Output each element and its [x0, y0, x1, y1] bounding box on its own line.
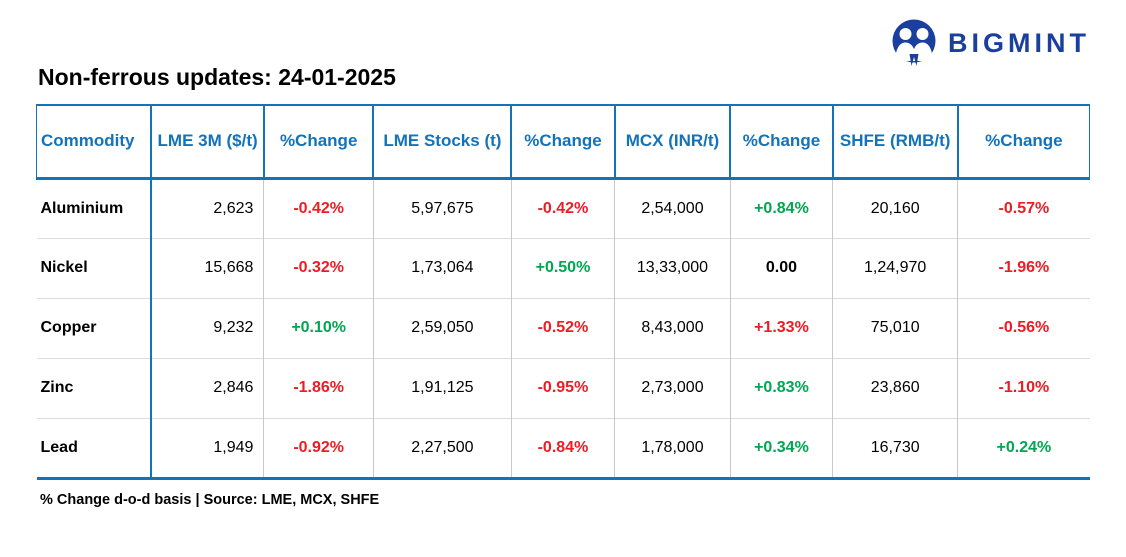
col-header-shfe: SHFE (RMB/t)	[831, 105, 959, 180]
commodity-cell: Lead	[36, 417, 153, 478]
change-cell: +1.33%	[730, 297, 834, 358]
change-cell: +0.50%	[511, 237, 616, 298]
change-cell: -0.84%	[511, 417, 616, 478]
value-cell: 5,97,675	[373, 177, 512, 238]
col-header-shfe-change: %Change	[956, 105, 1090, 180]
change-cell: -1.10%	[957, 357, 1090, 418]
value-cell: 2,623	[151, 177, 265, 238]
table-body: Aluminium 2,623 -0.42% 5,97,675 -0.42% 2,54,0…	[36, 177, 1090, 478]
commodity-cell: Aluminium	[36, 177, 153, 238]
table-row: Nickel 15,668 -0.32% 1,73,064 +0.50% 13,33,00…	[36, 237, 1090, 298]
value-cell: 2,59,050	[373, 297, 512, 358]
footnote: % Change d-o-d basis | Source: LME, MCX,…	[40, 492, 380, 508]
commodity-table-wrapper: Commodity LME 3M ($/t) %Change LME Stock…	[36, 104, 1090, 480]
value-cell: 23,860	[832, 357, 959, 418]
value-cell: 2,54,000	[614, 177, 731, 238]
col-header-lme-3m-change: %Change	[262, 105, 375, 180]
page-title: Non-ferrous updates: 24-01-2025	[38, 64, 396, 90]
value-cell: 75,010	[832, 297, 959, 358]
change-cell: -0.32%	[263, 237, 374, 298]
commodity-cell: Nickel	[36, 237, 153, 298]
change-cell: 0.00	[730, 237, 834, 298]
change-cell: +0.83%	[730, 357, 834, 418]
commodity-table: Commodity LME 3M ($/t) %Change LME Stock…	[36, 104, 1090, 480]
brand-logo: BIGMINT	[890, 18, 1090, 68]
change-cell: -1.96%	[957, 237, 1090, 298]
value-cell: 20,160	[832, 177, 959, 238]
value-cell: 8,43,000	[614, 297, 731, 358]
value-cell: 13,33,000	[614, 237, 731, 298]
table-row: Copper 9,232 +0.10% 2,59,050 -0.52% 8,43,000 +…	[36, 297, 1090, 358]
change-cell: -0.52%	[511, 297, 616, 358]
change-cell: -0.56%	[957, 297, 1090, 358]
value-cell: 1,78,000	[614, 417, 731, 478]
table-header-row: Commodity LME 3M ($/t) %Change LME Stock…	[36, 105, 1090, 180]
change-cell: -0.42%	[511, 177, 616, 238]
value-cell: 1,949	[151, 417, 265, 478]
change-cell: -1.86%	[263, 357, 374, 418]
col-header-mcx-change: %Change	[729, 105, 834, 180]
col-header-lme-3m: LME 3M ($/t)	[150, 105, 265, 180]
value-cell: 2,27,500	[373, 417, 512, 478]
commodity-cell: Zinc	[36, 357, 153, 418]
value-cell: 1,73,064	[373, 237, 512, 298]
value-cell: 15,668	[151, 237, 265, 298]
change-cell: -0.92%	[263, 417, 374, 478]
brand-name: BIGMINT	[948, 27, 1090, 58]
change-cell: +0.84%	[730, 177, 834, 238]
value-cell: 2,73,000	[614, 357, 731, 418]
value-cell: 16,730	[832, 417, 959, 478]
col-header-mcx: MCX (INR/t)	[613, 105, 732, 180]
value-cell: 9,232	[151, 297, 265, 358]
change-cell: +0.10%	[263, 297, 374, 358]
value-cell: 1,24,970	[832, 237, 959, 298]
change-cell: -0.57%	[957, 177, 1090, 238]
table-row: Lead 1,949 -0.92% 2,27,500 -0.84% 1,78,000 +0.…	[36, 417, 1090, 478]
commodity-cell: Copper	[36, 297, 153, 358]
change-cell: -0.95%	[511, 357, 616, 418]
change-cell: +0.24%	[957, 417, 1090, 478]
value-cell: 2,846	[151, 357, 265, 418]
bigmint-logo-icon	[892, 19, 936, 66]
col-header-lme-stocks-change: %Change	[510, 105, 616, 180]
change-cell: +0.34%	[730, 417, 834, 478]
col-header-lme-stocks: LME Stocks (t)	[372, 105, 513, 180]
change-cell: -0.42%	[263, 177, 374, 238]
value-cell: 1,91,125	[373, 357, 512, 418]
table-row: Aluminium 2,623 -0.42% 5,97,675 -0.42% 2,54,0…	[36, 177, 1090, 238]
col-header-commodity: Commodity	[36, 105, 153, 180]
table-row: Zinc 2,846 -1.86% 1,91,125 -0.95% 2,73,000 +0.…	[36, 357, 1090, 418]
